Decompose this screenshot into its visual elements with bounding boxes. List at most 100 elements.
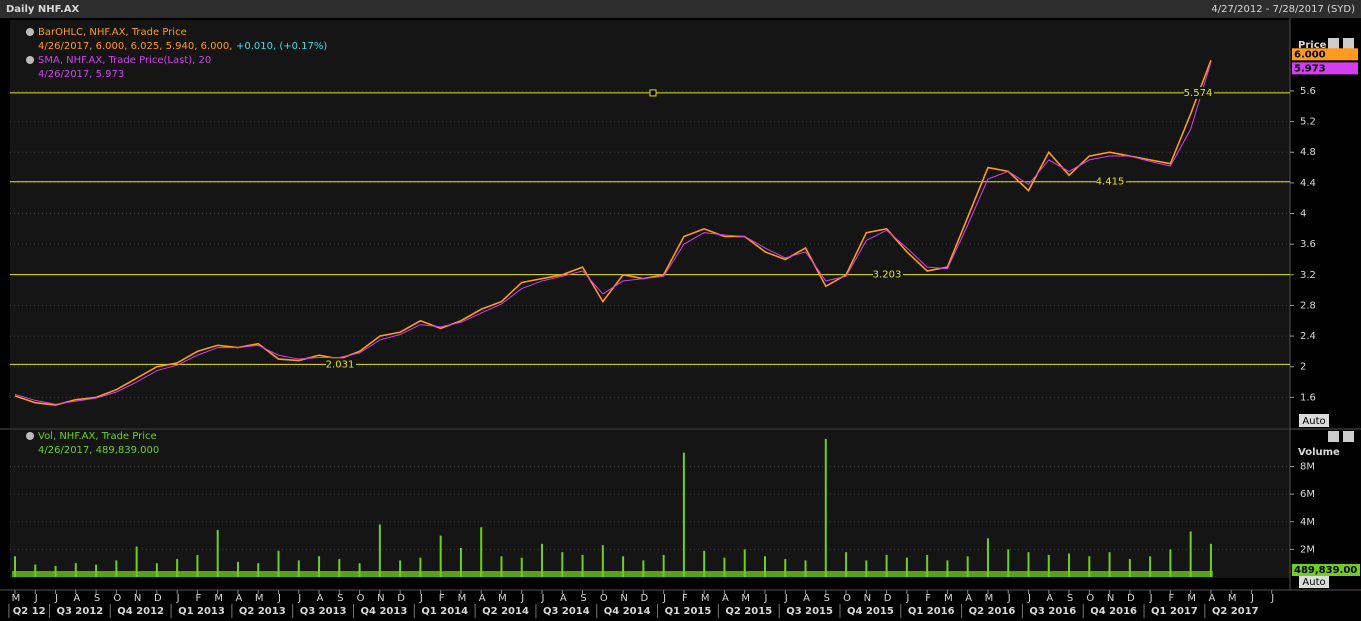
- quarter-label: Q2 12: [13, 606, 46, 617]
- date-range: 4/27/2012 - 7/28/2017 (SYD): [1211, 4, 1355, 15]
- volume-bar: [176, 559, 179, 577]
- level-label: 5.574: [1184, 88, 1213, 99]
- x-tick-label: F: [1169, 593, 1175, 604]
- volume-bar: [358, 563, 361, 577]
- quarter-label: Q4 2013: [361, 606, 408, 617]
- quarter-label: Q4 2015: [847, 606, 894, 617]
- y-tick-label: 2.4: [1300, 331, 1316, 342]
- volume-bar: [642, 560, 645, 577]
- x-tick-label: D: [397, 593, 405, 604]
- volume-bar: [257, 563, 260, 577]
- maximize-button[interactable]: [1328, 431, 1339, 442]
- volume-bar: [135, 546, 138, 577]
- level-label-bg: [1184, 86, 1214, 99]
- x-tick-label: M: [701, 593, 710, 604]
- volume-bar: [703, 550, 706, 577]
- x-tick-label: M: [498, 593, 507, 604]
- y-tick-label: 3.6: [1300, 239, 1316, 250]
- volume-bar: [885, 554, 888, 577]
- window-buttons: [1328, 38, 1354, 442]
- volume-bar: [439, 535, 442, 577]
- x-tick-label: M: [255, 593, 264, 604]
- x-tick-label: A: [317, 593, 324, 604]
- x-tick-label: A: [73, 593, 80, 604]
- value-badge-label: 489,839.00: [1294, 565, 1357, 576]
- quarter-label: Q1 2015: [665, 606, 712, 617]
- x-tick-label: N: [134, 593, 141, 604]
- y-tick-label: 4.8: [1300, 147, 1316, 158]
- y-tick-label: 5.6: [1300, 86, 1316, 97]
- volume-bar: [784, 559, 787, 577]
- quarter-label: Q4 2014: [604, 606, 651, 617]
- value-badge-label: 6.000: [1294, 49, 1326, 60]
- volume-bar: [419, 557, 422, 577]
- price-line: [14, 62, 1212, 405]
- x-tick-label: J: [905, 593, 909, 604]
- maximize-button[interactable]: [1328, 38, 1339, 49]
- price-panel: [10, 20, 1290, 428]
- y-tick-label: 1.6: [1300, 392, 1316, 403]
- x-tick-label: M: [985, 593, 994, 604]
- value-badge: [1292, 48, 1358, 61]
- volume-bar: [1108, 552, 1111, 577]
- y2-axis-title: Volume: [1298, 447, 1340, 458]
- volume-bar: [926, 554, 929, 577]
- quarter-label: Q2 2015: [725, 606, 772, 617]
- x-tick-label: M: [12, 593, 21, 604]
- volume-bar: [338, 559, 341, 577]
- quarter-label: Q1 2013: [178, 606, 225, 617]
- volume-bar: [662, 554, 665, 577]
- x-tick-label: J: [764, 593, 768, 604]
- legend-detail: 4/26/2017, 6.000, 6.025, 5.940, 6.000,: [38, 41, 232, 52]
- auto-button[interactable]: [1299, 414, 1329, 427]
- volume-bar: [1047, 554, 1050, 577]
- y-tick-label: 4.4: [1300, 178, 1316, 189]
- close-button[interactable]: [1343, 38, 1354, 49]
- x-tick-label: J: [520, 593, 524, 604]
- legend-detail: 4/26/2017, 489,839.000: [38, 445, 159, 456]
- volume-bar: [1007, 549, 1010, 577]
- quarter-label: Q1 2014: [421, 606, 468, 617]
- volume-bar: [1128, 559, 1131, 577]
- x-tick-label: J: [1250, 593, 1254, 604]
- quarter-label: Q3 2015: [786, 606, 833, 617]
- x-tick-label: J: [541, 593, 545, 604]
- y2-tick-label: 4M: [1300, 517, 1315, 528]
- x-tick-label: N: [864, 593, 871, 604]
- legend-icon[interactable]: [26, 56, 34, 64]
- volume-bar: [236, 561, 239, 577]
- x-tick-label: D: [154, 593, 162, 604]
- volume-bar: [480, 527, 483, 577]
- quarter-label: Q2 2016: [969, 606, 1016, 617]
- quarter-label: Q2 2017: [1212, 606, 1259, 617]
- level-label: 3.203: [873, 270, 902, 281]
- legend-detail: 4/26/2017, 5.973: [38, 69, 124, 80]
- x-tick-label: J: [1270, 593, 1274, 604]
- y2-tick-label: 2M: [1300, 544, 1315, 555]
- volume-bar: [1149, 556, 1152, 577]
- auto-label[interactable]: Auto: [1302, 577, 1325, 588]
- chart-title: Daily NHF.AX: [6, 4, 80, 15]
- volume-bar: [378, 524, 381, 577]
- volume-bar: [14, 556, 16, 577]
- level-handle: [649, 89, 657, 97]
- auto-button[interactable]: [1299, 576, 1329, 588]
- legend-icon[interactable]: [26, 28, 34, 36]
- volume-bar: [318, 556, 321, 577]
- price-line: [14, 60, 1212, 406]
- volume-bar: [1209, 543, 1212, 577]
- close-button[interactable]: [1343, 431, 1354, 442]
- x-tick-label: N: [620, 593, 627, 604]
- level-label-bg: [1096, 175, 1126, 188]
- volume-bar: [155, 563, 158, 577]
- x-tick-label: M: [1228, 593, 1237, 604]
- y2-tick-label: 6M: [1300, 489, 1315, 500]
- x-tick-label: N: [377, 593, 384, 604]
- x-tick-label: A: [1209, 593, 1216, 604]
- legend-icon[interactable]: [26, 432, 34, 440]
- legend-entry: Vol, NHF.AX, Trade Price: [38, 431, 157, 442]
- volume-bar: [865, 560, 868, 577]
- auto-label[interactable]: Auto: [1302, 416, 1325, 427]
- volume-bar: [1189, 531, 1192, 577]
